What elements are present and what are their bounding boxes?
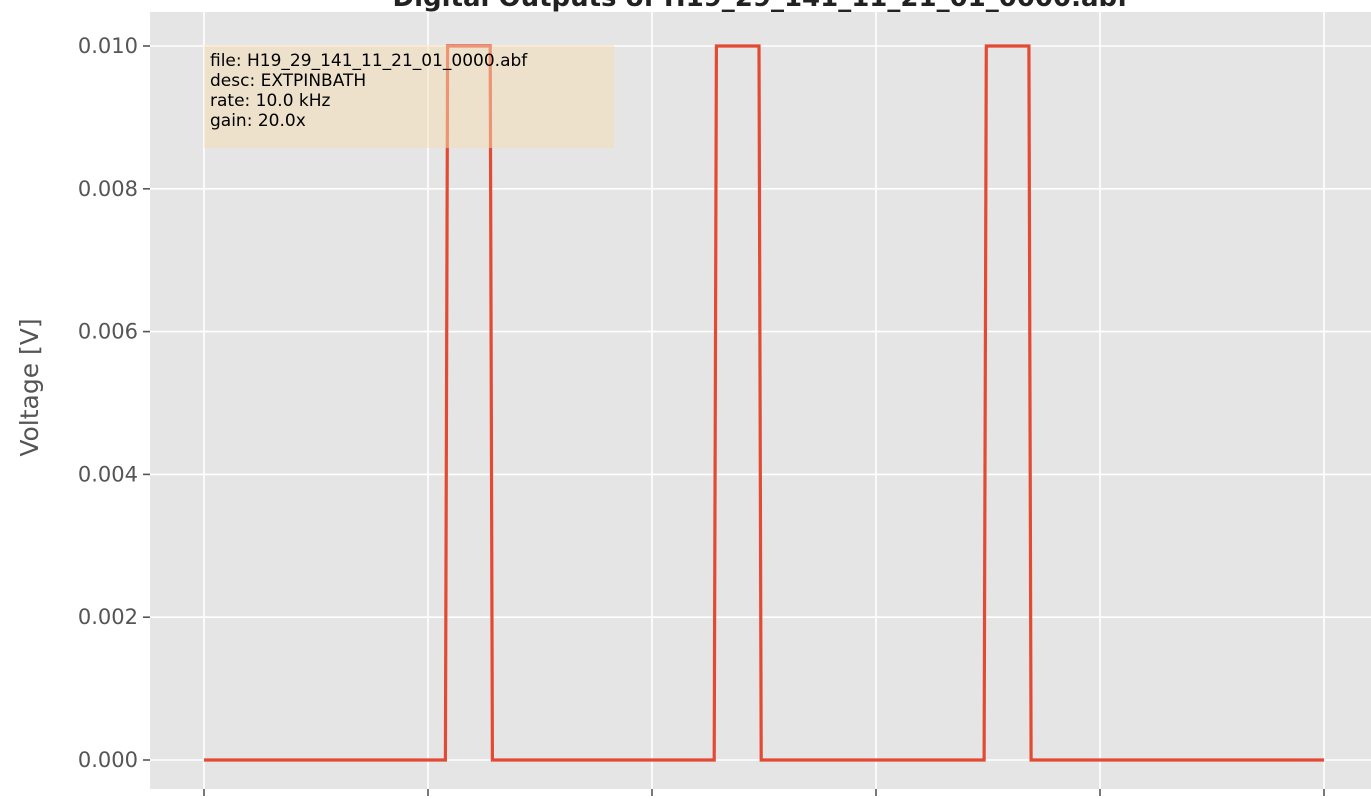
info-box-line: gain: 20.0x [210,111,306,131]
info-box-line: desc: EXTPINBATH [210,71,366,91]
info-box: file: H19_29_141_11_21_01_0000.abfdesc: … [204,45,614,148]
info-box-line: file: H19_29_141_11_21_01_0000.abf [210,51,528,71]
info-box-line: rate: 10.0 kHz [210,91,331,111]
y-tick-label: 0.002 [78,605,138,629]
chart-title: Digital Outputs of H19_29_141_11_21_01_0… [393,0,1130,13]
y-tick-label: 0.006 [78,320,138,344]
tick-marks: 0.000 0.002 0.004 0.006 0.008 0.010 [78,34,1325,796]
y-tick-label: 0.004 [78,462,138,486]
y-tick-label: 0.010 [78,34,138,58]
y-axis-label: Voltage [V] [15,318,44,456]
y-tick-label: 0.000 [78,748,138,772]
y-tick-label: 0.008 [78,177,138,201]
info-box-background [204,45,614,148]
